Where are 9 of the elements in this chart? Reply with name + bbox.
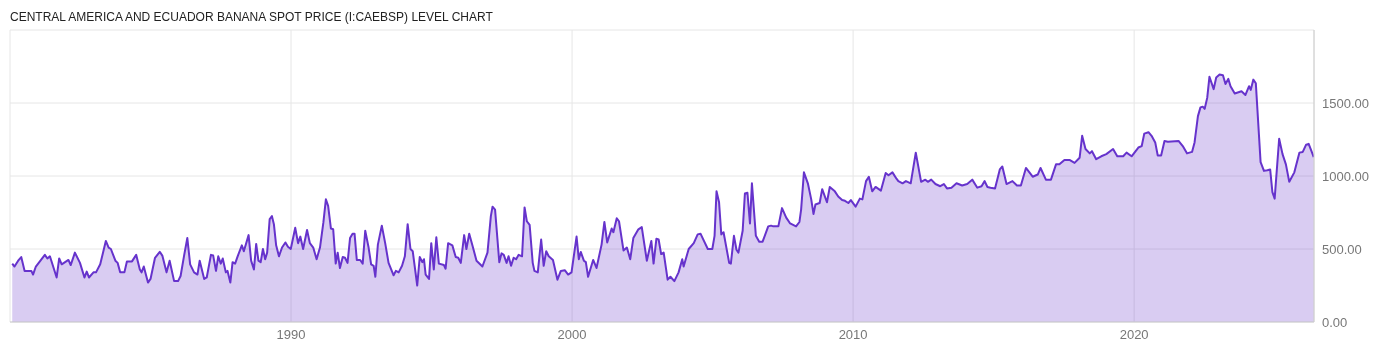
x-tick-label: 2020 (1119, 327, 1149, 343)
chart-title: CENTRAL AMERICA AND ECUADOR BANANA SPOT PRICE (I:CAEBSP) LEVEL CHART (9, 9, 494, 26)
y-tick-label: 500.00 (1322, 241, 1362, 257)
x-tick-label: 1990 (276, 327, 306, 343)
y-tick-label: 1500.00 (1322, 95, 1369, 111)
y-tick-label: 1000.00 (1322, 168, 1369, 184)
x-tick-label: 2010 (838, 327, 868, 343)
x-tick-label: 2000 (557, 327, 587, 343)
y-tick-label: 0.00 (1322, 314, 1348, 330)
